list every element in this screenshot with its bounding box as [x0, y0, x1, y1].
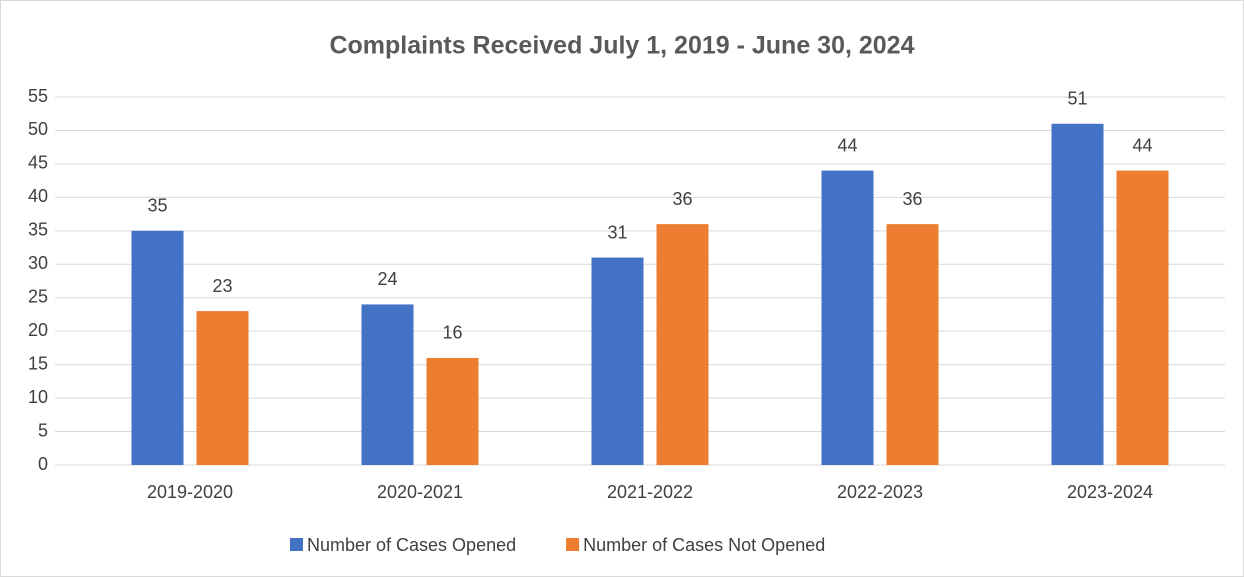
- data-label: 51: [1067, 89, 1087, 109]
- bar: [821, 170, 874, 465]
- bar: [361, 304, 414, 465]
- y-tick-label: 20: [28, 320, 48, 340]
- data-label: 31: [607, 222, 627, 242]
- y-tick-label: 50: [28, 119, 48, 139]
- y-tick-label: 0: [38, 454, 48, 474]
- y-tick-label: 15: [28, 353, 48, 373]
- x-tick-label: 2020-2021: [377, 482, 463, 502]
- legend-swatch: [290, 538, 303, 551]
- y-tick-label: 40: [28, 186, 48, 206]
- data-label: 36: [902, 189, 922, 209]
- legend-label: Number of Cases Opened: [307, 535, 516, 555]
- data-label: 36: [672, 189, 692, 209]
- y-tick-label: 35: [28, 220, 48, 240]
- x-tick-label: 2021-2022: [607, 482, 693, 502]
- chart-title: Complaints Received July 1, 2019 - June …: [329, 32, 914, 60]
- data-label: 35: [147, 196, 167, 216]
- data-label: 44: [1132, 135, 1152, 155]
- bar: [656, 224, 709, 465]
- x-tick-label: 2019-2020: [147, 482, 233, 502]
- y-tick-label: 25: [28, 286, 48, 306]
- bar: [1116, 170, 1169, 465]
- bar: [426, 357, 479, 465]
- legend-swatch: [566, 538, 580, 551]
- y-tick-label: 55: [28, 86, 48, 106]
- bar: [196, 311, 249, 465]
- x-tick-label: 2022-2023: [837, 482, 923, 502]
- bar: [886, 224, 939, 465]
- y-tick-label: 45: [28, 153, 48, 173]
- data-label: 16: [442, 323, 462, 343]
- y-tick-label: 30: [28, 253, 48, 273]
- data-label: 23: [212, 276, 232, 296]
- data-label: 44: [837, 135, 857, 155]
- x-tick-label: 2023-2024: [1067, 482, 1153, 502]
- legend-label: Number of Cases Not Opened: [583, 535, 825, 555]
- y-tick-label: 10: [28, 387, 48, 407]
- bar: [131, 230, 184, 465]
- bar: [1051, 123, 1104, 465]
- y-tick-label: 5: [38, 420, 48, 440]
- data-label: 24: [377, 269, 397, 289]
- bar: [591, 257, 644, 465]
